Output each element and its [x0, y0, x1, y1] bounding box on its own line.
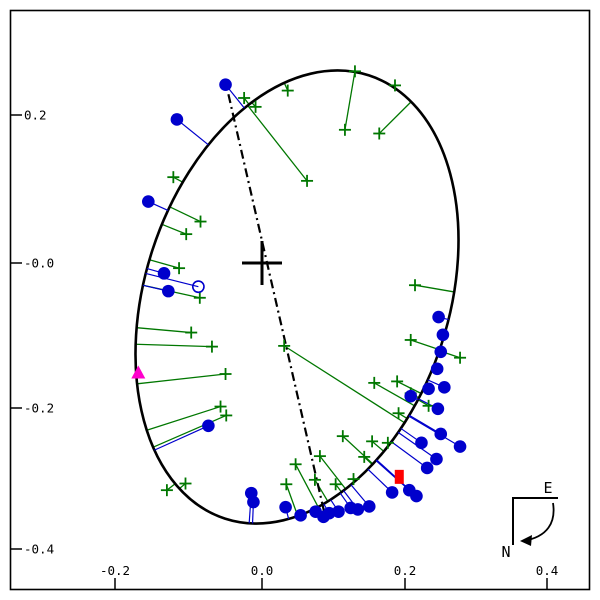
residual-connector-lines	[135, 71, 461, 517]
measurement-point	[430, 452, 443, 466]
measurement-point	[453, 440, 467, 453]
measurement-point	[415, 436, 428, 450]
measurement-point	[247, 495, 260, 509]
measurement-point	[434, 345, 448, 359]
residual-line	[342, 435, 374, 465]
residual-line	[335, 483, 343, 493]
measurement-point	[436, 328, 450, 342]
compass-east-label: E	[543, 479, 552, 497]
residual-line	[166, 483, 176, 491]
measurement-point	[432, 310, 445, 324]
y-axis-ticks	[11, 114, 22, 550]
x-tick-label: 0.0	[251, 563, 274, 578]
residual-line	[344, 71, 356, 130]
line-of-nodes-segment	[227, 94, 327, 519]
measurement-point	[351, 503, 365, 516]
x-tick-label: -0.2	[100, 563, 130, 578]
y-tick-label: -0.2	[24, 401, 54, 416]
residual-line	[135, 343, 212, 348]
measurement-point	[170, 113, 184, 126]
y-tick-label: -0.0	[24, 256, 54, 271]
residual-line	[137, 373, 226, 385]
measurement-line	[145, 272, 199, 288]
measurement-point	[294, 509, 307, 522]
measurement-markers	[142, 78, 467, 524]
special-triangle-marker	[131, 365, 146, 379]
compass-axes-line	[512, 497, 558, 545]
measurement-point	[431, 402, 445, 416]
residual-line	[169, 206, 201, 223]
measurement-line	[176, 118, 209, 146]
orbit-path	[134, 69, 460, 525]
residual-line	[136, 327, 192, 334]
residual-line	[410, 339, 440, 351]
measurement-point	[420, 461, 434, 475]
recent-measurement-marker	[394, 469, 404, 484]
measurement-point	[422, 382, 435, 396]
residual-line	[417, 399, 429, 407]
plot-frame	[9, 9, 591, 591]
residual-line	[363, 456, 373, 466]
measurement-line	[391, 441, 428, 469]
compass-arrowhead	[520, 535, 532, 546]
measurement-point	[438, 381, 451, 394]
residual-line	[161, 223, 187, 235]
measurement-point	[142, 195, 155, 208]
residual-line	[373, 382, 415, 407]
residual-line	[152, 414, 227, 448]
measurement-point	[279, 500, 292, 514]
measurement-line	[408, 415, 461, 448]
measurement-point-open	[191, 280, 205, 294]
measurement-point	[410, 489, 423, 503]
measurement-point	[202, 419, 215, 433]
residual-line	[247, 105, 308, 182]
measurement-point	[404, 389, 418, 403]
measurement-point	[162, 284, 175, 298]
x-tick-label: 0.2	[394, 563, 417, 578]
measurement-point	[385, 486, 399, 499]
residual-markers	[160, 65, 467, 497]
x-tick-label: 0.4	[536, 563, 559, 578]
residual-line	[371, 440, 385, 452]
orbit-ellipse	[134, 69, 460, 525]
special-markers	[131, 365, 404, 484]
measurement-point	[332, 505, 345, 518]
residual-line	[295, 463, 319, 508]
residual-line	[378, 101, 412, 134]
measurement-point	[434, 427, 448, 441]
measurement-line	[154, 425, 209, 451]
measurement-point	[362, 500, 376, 513]
measurement-point	[157, 267, 171, 280]
primary-star-marker	[242, 241, 282, 285]
compass-north-label: N	[501, 543, 510, 561]
residual-line	[285, 484, 299, 517]
residual-line	[414, 284, 455, 293]
x-axis-ticks	[114, 578, 548, 589]
residual-line	[283, 345, 405, 424]
measurement-point	[219, 78, 232, 91]
measurement-point	[322, 506, 336, 520]
measurement-point	[430, 362, 444, 376]
y-tick-label: -0.4	[24, 542, 54, 557]
y-tick-label: 0.2	[24, 108, 47, 123]
residual-line	[396, 380, 422, 395]
residual-line	[146, 405, 221, 431]
residual-line	[149, 259, 180, 269]
line-of-nodes	[227, 94, 327, 519]
compass-rose: N E	[501, 479, 558, 561]
